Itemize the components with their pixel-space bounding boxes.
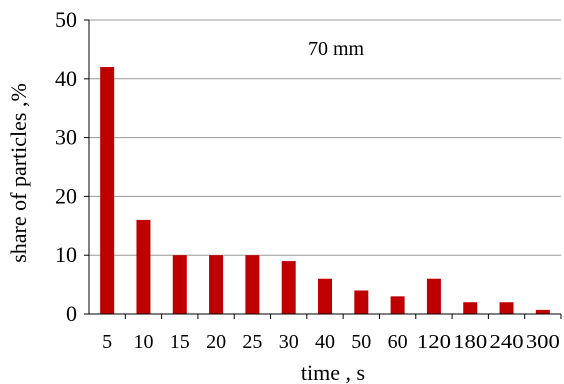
bar-300 — [535, 309, 550, 314]
bar-5 — [100, 67, 115, 314]
bar-20 — [209, 255, 224, 314]
bar-120 — [426, 278, 441, 314]
x-tick-label-15: 15 — [170, 331, 190, 353]
bar-60 — [390, 296, 405, 314]
bar-10 — [136, 219, 151, 314]
y-tick-label-0: 0 — [66, 301, 77, 326]
bar-180 — [463, 302, 478, 314]
bar-15 — [172, 255, 187, 314]
bar-240 — [499, 302, 514, 314]
bar-50 — [354, 290, 369, 314]
y-tick-label-20: 20 — [55, 183, 77, 208]
bar-25 — [245, 255, 260, 314]
y-tick-label-40: 40 — [55, 66, 77, 91]
x-tick-label-180: 180 — [453, 331, 487, 353]
x-tick-label-300: 300 — [526, 331, 560, 353]
bar-40 — [318, 278, 332, 314]
x-tick-label-50: 50 — [351, 331, 371, 353]
y-tick-label-50: 50 — [55, 7, 77, 32]
x-tick-label-10: 10 — [133, 331, 153, 353]
x-axis-label: time , s — [301, 360, 365, 384]
x-tick-label-60: 60 — [388, 331, 408, 353]
bars — [100, 67, 550, 314]
y-axis-label: share of particles ,% — [6, 83, 31, 263]
bar-30 — [281, 261, 296, 314]
x-tick-label-120: 120 — [417, 331, 451, 353]
x-tick-label-5: 5 — [102, 331, 112, 353]
y-tick-label-30: 30 — [55, 125, 77, 150]
y-tick-labels: 0 10 20 30 40 50 — [55, 7, 77, 326]
x-tick-label-40: 40 — [315, 331, 335, 353]
x-tick-label-25: 25 — [242, 331, 262, 353]
chart-annotation: 70 mm — [308, 38, 365, 60]
y-tick-label-10: 10 — [55, 242, 77, 267]
axes — [84, 19, 562, 319]
x-tick-label-240: 240 — [490, 331, 524, 353]
x-tick-label-20: 20 — [206, 331, 226, 353]
x-tick-labels: 5 10 15 20 25 30 40 50 60 120 180 240 300 — [102, 331, 560, 353]
x-tick-label-30: 30 — [279, 331, 299, 353]
grid — [89, 19, 561, 256]
